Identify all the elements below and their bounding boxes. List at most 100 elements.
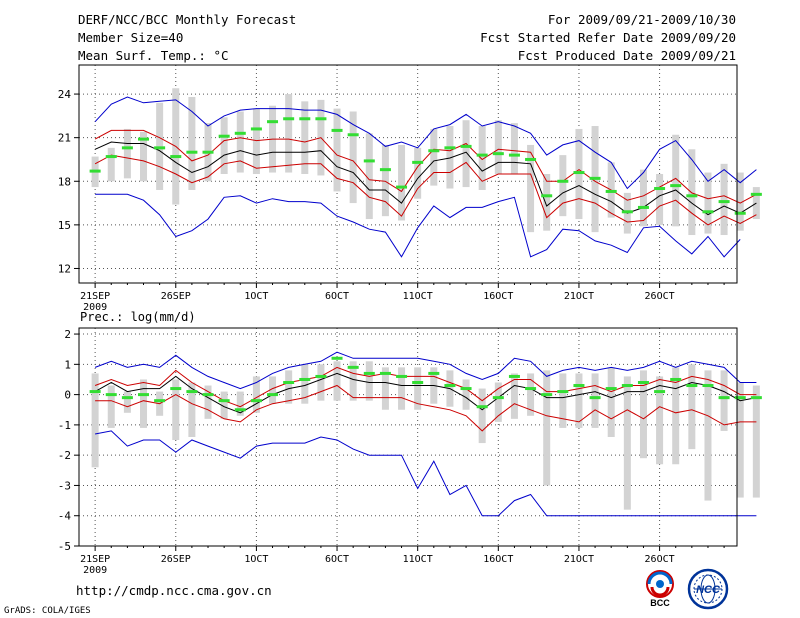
panel2-green-marker — [396, 374, 408, 378]
panel2-green-marker — [605, 387, 617, 391]
panel2-green-marker — [428, 371, 440, 375]
header-title: DERF/NCC/BCC Monthly Forecast — [78, 12, 297, 27]
panel1-spread-box — [398, 144, 406, 221]
ncc-logo: NCC — [687, 568, 729, 610]
panel2-green-marker — [476, 405, 488, 409]
panel2-green-marker — [492, 396, 504, 400]
panel1-green-marker — [621, 210, 633, 214]
panel1-spread-box — [478, 126, 486, 190]
panel2-xtick-label: 11OCT — [403, 554, 433, 565]
panel1-spread-box — [688, 149, 696, 236]
panel1-spread-box — [656, 174, 664, 225]
member-size: Member Size=40 — [78, 30, 184, 45]
panel1-green-marker — [234, 131, 246, 135]
panel1-spread-box — [123, 128, 131, 179]
panel1-spread-box — [188, 96, 196, 190]
panel1-green-marker — [267, 120, 279, 124]
panel1-green-marker — [121, 146, 133, 150]
panel1-green-marker — [428, 149, 440, 153]
panel2-green-marker — [412, 381, 424, 384]
panel1-xtick-label: 6OCT — [325, 291, 349, 302]
panel2-green-marker — [121, 396, 133, 400]
panel1-green-marker — [250, 127, 262, 131]
panel2-spread-box — [720, 370, 728, 431]
panel2-green-marker — [347, 365, 359, 369]
panel2-green-marker — [234, 408, 246, 412]
panel2-ytick-label: -4 — [58, 510, 72, 523]
panel2-line-max — [94, 351, 757, 390]
panel1-spread-box — [381, 144, 389, 217]
panel1-green-marker — [218, 134, 230, 138]
panel1-spread-box — [349, 111, 357, 204]
panel1-spread-box — [704, 172, 712, 234]
panel1-green-marker — [299, 117, 311, 121]
panel1-green-marker — [89, 169, 101, 173]
panel2-green-marker — [267, 393, 279, 397]
panel1-spread-box — [285, 94, 293, 173]
panel2-green-marker — [444, 384, 456, 388]
panel1-green-marker — [750, 192, 762, 196]
panel2-green-marker — [557, 390, 569, 394]
panel2-spread-box — [494, 382, 502, 422]
panel2-line-mean-plus-sd — [94, 366, 757, 408]
panel2-spread-box — [349, 361, 357, 401]
panel2-spread-box — [204, 385, 212, 419]
panel1-xtick-label: 11OCT — [403, 291, 433, 302]
panel2-spread-box — [188, 382, 196, 437]
panel1-green-marker — [702, 210, 714, 214]
panel1-ytick-label: 12 — [58, 262, 71, 275]
panel1-xtick-label: 16OCT — [483, 291, 513, 302]
panel2-spread-box — [236, 391, 244, 416]
panel1-green-marker — [283, 117, 295, 121]
panel2-green-marker — [331, 356, 343, 360]
panel2-spread-box — [527, 373, 535, 416]
panel1-spread-box — [510, 123, 518, 174]
panel1-spread-box — [220, 117, 228, 174]
panel2-spread-box — [123, 391, 131, 413]
panel1-green-marker — [186, 150, 198, 154]
panel2-spread-box — [333, 361, 341, 401]
panel1-spread-box — [333, 108, 341, 192]
panel2-xyear-label: 2009 — [83, 565, 107, 576]
panel2-green-marker — [363, 371, 375, 375]
panel2-xtick-label: 26OCT — [645, 554, 675, 565]
panel2-green-marker — [686, 384, 698, 388]
panel2-green-marker — [299, 377, 311, 381]
panel2-spread-box — [672, 367, 680, 465]
panel1-xtick-label: 26OCT — [645, 291, 675, 302]
panel2-green-marker — [138, 393, 150, 397]
panel1-xtick-label: 26SEP — [161, 291, 191, 302]
panel1-green-marker — [605, 189, 617, 193]
panel1-green-marker — [492, 152, 504, 156]
panel2-green-marker — [283, 381, 295, 384]
panel2-spread-box — [381, 367, 389, 410]
panel2-line-mean-minus-sd — [95, 384, 757, 432]
panel2-ytick-label: 2 — [64, 328, 71, 341]
panel2-spread-box — [285, 370, 293, 404]
bcc-logo-text: BCC — [650, 598, 670, 608]
panel1-spread-box — [430, 128, 438, 186]
panel2-green-marker — [170, 387, 182, 391]
panel1-green-marker — [105, 155, 117, 159]
panel2-spread-box — [704, 370, 712, 501]
panel2-ytick-label: -5 — [58, 540, 71, 553]
panel1-ytick-label: 15 — [58, 219, 71, 232]
panel1-spread-box — [365, 133, 373, 220]
source-url[interactable]: http://cmdp.ncc.cma.gov.cn — [76, 583, 272, 598]
panel1-spread-box — [414, 147, 422, 199]
panel2-spread-box — [656, 376, 664, 465]
panel1-green-marker — [525, 157, 537, 161]
panel2-xtick-label: 21SEP — [80, 554, 110, 565]
panel2-spread-box — [510, 373, 518, 419]
panel2-xtick-label: 26SEP — [161, 554, 191, 565]
panel1-spread-box — [107, 147, 115, 182]
precip-panel-title: Prec.: log(mm/d) — [80, 310, 196, 324]
panel1-spread-box — [252, 108, 260, 174]
panel1-green-marker — [154, 146, 166, 150]
panel1-green-marker — [670, 184, 682, 188]
panel1-spread-box — [236, 111, 244, 173]
ncc-logo-text: NCC — [696, 584, 721, 596]
forecast-period: For 2009/09/21-2009/10/30 — [547, 12, 736, 27]
panel1-green-marker — [138, 137, 150, 141]
